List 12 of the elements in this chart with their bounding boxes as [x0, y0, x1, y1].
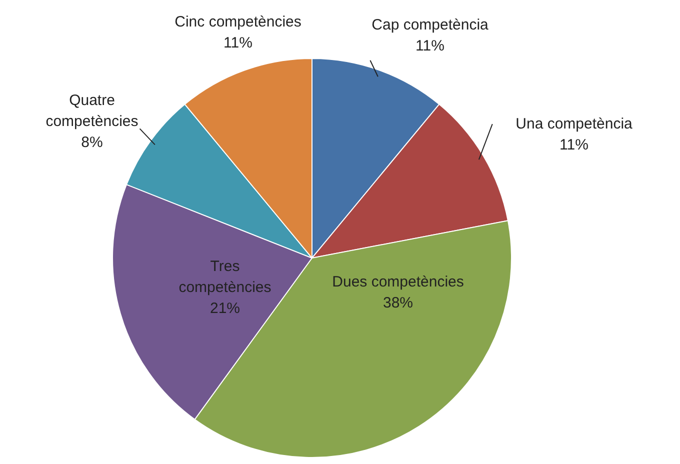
data-label: 21% [210, 300, 240, 318]
data-label: 11% [416, 38, 444, 55]
data-label: 8% [81, 134, 103, 152]
slice-label: Quatre competències [46, 92, 138, 130]
data-label: 11% [224, 34, 252, 52]
slice-label: Tres competències [178, 258, 272, 296]
slice-label: Dues competències [332, 274, 464, 291]
slice-label: Cinc competències [174, 14, 302, 31]
slice-label: Cap competència [372, 16, 490, 34]
slice-label: Una competència [516, 116, 634, 133]
data-label: 11% [560, 136, 588, 154]
data-label: 38% [382, 294, 414, 312]
